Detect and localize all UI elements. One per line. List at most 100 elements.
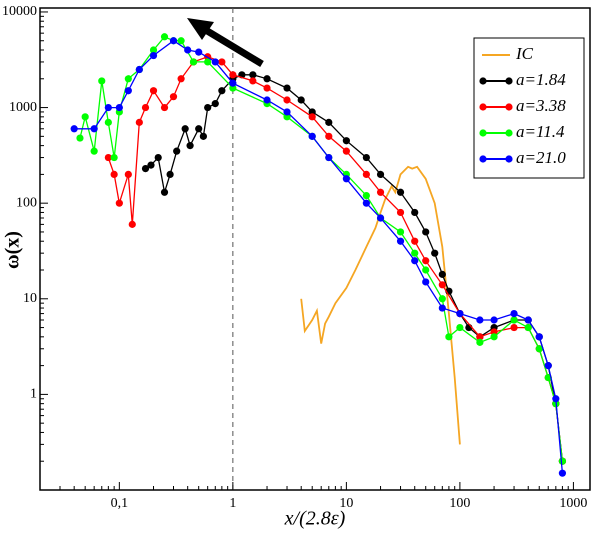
data-point	[104, 118, 112, 126]
data-point	[124, 87, 132, 95]
data-point	[445, 333, 453, 341]
data-point	[422, 257, 430, 265]
data-point	[128, 220, 136, 228]
data-point	[149, 51, 158, 60]
data-point	[490, 316, 498, 324]
data-point	[141, 103, 150, 112]
data-point	[510, 323, 518, 332]
data-point	[169, 37, 178, 45]
x-tick-label: 1000	[559, 496, 587, 511]
data-point	[177, 37, 185, 45]
arrow-head	[187, 18, 214, 40]
legend-label: a=3.38	[516, 96, 566, 115]
data-point	[308, 113, 316, 121]
data-point	[283, 96, 291, 104]
data-point	[81, 113, 89, 121]
data-point	[544, 362, 552, 370]
data-point	[189, 58, 198, 66]
data-point	[141, 164, 150, 173]
x-axis-label: x/(2.8ε)	[284, 508, 346, 530]
data-point	[524, 323, 532, 332]
data-point	[76, 134, 84, 142]
arrow-shaft	[202, 26, 264, 67]
data-point	[552, 395, 560, 403]
data-point	[135, 65, 143, 74]
data-point	[98, 77, 106, 85]
legend-marker	[505, 103, 513, 111]
data-point	[297, 96, 305, 104]
y-tick-label: 1	[30, 387, 37, 402]
data-point	[199, 132, 207, 140]
legend-label: a=11.4	[516, 122, 565, 141]
data-point	[411, 249, 419, 257]
data-point	[263, 84, 271, 92]
series-line	[145, 74, 564, 462]
legend-marker	[479, 103, 487, 111]
data-point	[104, 153, 112, 162]
data-point	[376, 214, 385, 222]
data-point	[186, 142, 194, 150]
data-point	[135, 118, 143, 126]
data-point	[204, 58, 212, 66]
data-point	[342, 175, 350, 183]
data-point	[115, 199, 123, 207]
data-point	[195, 48, 203, 56]
data-point	[211, 58, 219, 66]
data-point	[229, 79, 237, 87]
data-point	[160, 188, 169, 196]
series-line	[300, 165, 461, 445]
data-point	[263, 75, 271, 83]
data-point	[70, 125, 78, 133]
data-point	[438, 304, 446, 312]
data-point	[362, 153, 370, 162]
data-point	[490, 333, 498, 341]
data-point	[149, 46, 158, 54]
data-point	[411, 237, 419, 245]
data-point	[438, 295, 446, 303]
data-point	[376, 170, 385, 178]
data-point	[181, 125, 189, 133]
data-point	[218, 58, 226, 66]
data-point	[438, 281, 446, 289]
data-point	[376, 188, 385, 196]
data-point	[149, 87, 158, 95]
data-point	[124, 75, 132, 83]
data-point	[147, 161, 155, 169]
data-point	[342, 147, 350, 155]
data-point	[396, 237, 405, 245]
data-point	[396, 188, 405, 196]
data-point	[124, 170, 132, 178]
x-tick-label: 10	[339, 496, 353, 511]
data-point	[558, 469, 567, 477]
y-tick-label: 100	[16, 195, 37, 210]
data-point	[411, 257, 419, 265]
data-point	[362, 199, 370, 207]
legend-marker	[479, 155, 487, 163]
plot-frame	[39, 7, 591, 491]
data-point	[325, 153, 333, 162]
data-point	[411, 208, 419, 217]
data-point	[362, 170, 370, 178]
y-tick-label: 10000	[2, 4, 37, 19]
data-point	[325, 118, 333, 126]
data-point	[283, 108, 291, 116]
data-point	[160, 103, 169, 112]
data-point	[558, 457, 567, 465]
data-point	[422, 228, 430, 236]
data-point	[184, 46, 192, 54]
data-point	[456, 323, 464, 332]
data-point	[476, 333, 484, 341]
data-point	[524, 316, 532, 324]
data-point	[166, 170, 174, 178]
data-point	[342, 137, 350, 145]
data-point	[204, 103, 212, 112]
legend-marker	[505, 129, 513, 137]
data-point	[308, 132, 316, 140]
data-point	[535, 333, 543, 341]
plot-area	[70, 8, 567, 490]
data-point	[438, 270, 446, 278]
legend-label: a=21.0	[516, 148, 566, 167]
data-point	[263, 96, 271, 104]
data-point	[173, 147, 181, 155]
